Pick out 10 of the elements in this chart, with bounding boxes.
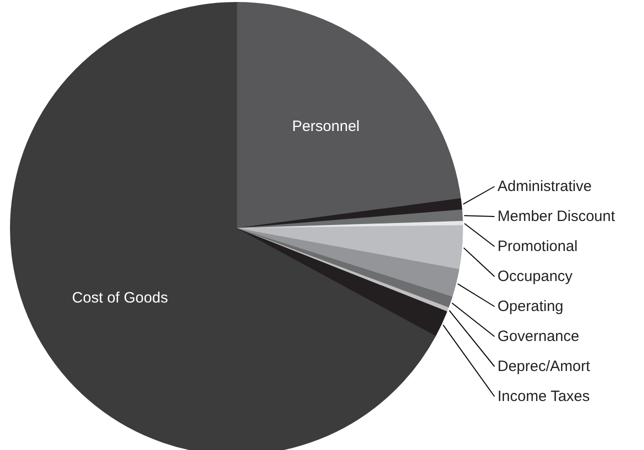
slice-label: Occupancy — [498, 268, 574, 285]
slice-label: Deprec/Amort — [498, 358, 591, 375]
slice-label: Income Taxes — [498, 388, 590, 405]
slice-label: Promotional — [498, 238, 578, 255]
slice-label: Operating — [498, 298, 564, 315]
slice-label: Member Discount — [498, 208, 616, 225]
slice-label: Personnel — [292, 118, 360, 136]
slice-label: Cost of Goods — [72, 289, 168, 306]
slice-label: Administrative — [498, 178, 592, 195]
slice-label: Governance — [498, 328, 580, 345]
